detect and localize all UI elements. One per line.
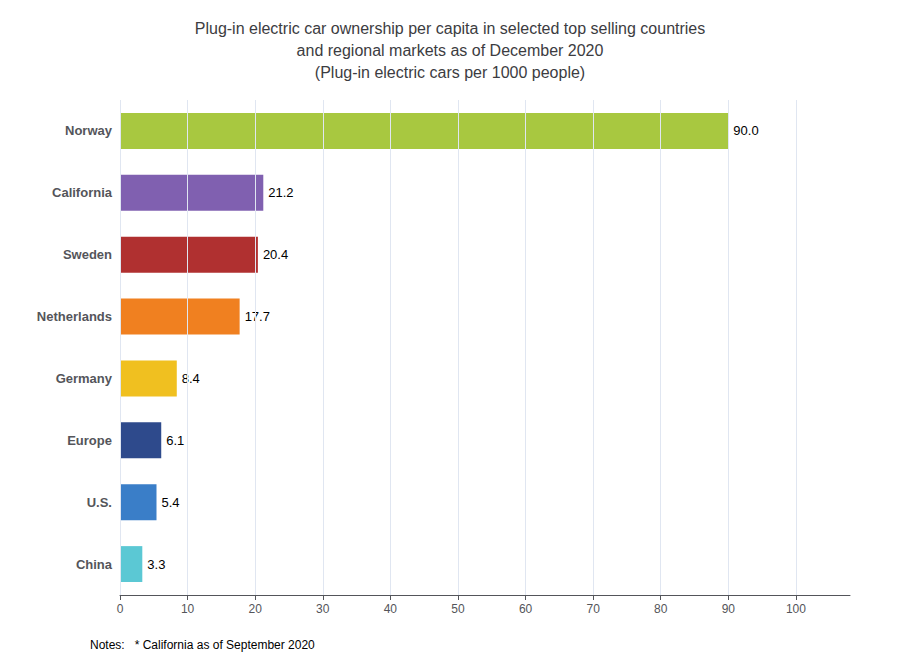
svg-text:Europe: Europe (67, 433, 112, 448)
svg-text:3.3: 3.3 (147, 557, 165, 572)
svg-text:10: 10 (181, 602, 195, 616)
svg-text:and regional markets as of Dec: and regional markets as of December 2020 (297, 42, 604, 59)
svg-text:Sweden: Sweden (63, 247, 112, 262)
svg-text:Netherlands: Netherlands (37, 309, 112, 324)
svg-text:30: 30 (316, 602, 330, 616)
svg-text:21.2: 21.2 (268, 185, 293, 200)
svg-text:40: 40 (384, 602, 398, 616)
svg-text:20.4: 20.4 (263, 247, 288, 262)
svg-text:8.4: 8.4 (182, 371, 200, 386)
svg-text:(Plug-in electric cars per 100: (Plug-in electric cars per 1000 people) (315, 64, 585, 81)
svg-text:50: 50 (451, 602, 465, 616)
svg-text:70: 70 (586, 602, 600, 616)
svg-text:5.4: 5.4 (162, 495, 180, 510)
svg-text:China: China (76, 557, 113, 572)
svg-text:U.S.: U.S. (87, 495, 112, 510)
svg-text:Germany: Germany (56, 371, 113, 386)
svg-text:0: 0 (117, 602, 124, 616)
svg-text:6.1: 6.1 (166, 433, 184, 448)
svg-text:100: 100 (786, 602, 806, 616)
svg-text:90: 90 (722, 602, 736, 616)
svg-text:20: 20 (249, 602, 263, 616)
svg-text:Notes: * California as of Se: Notes: * California as of September 2020 (90, 638, 315, 652)
svg-text:Plug-in electric car ownership: Plug-in electric car ownership per capit… (195, 20, 705, 37)
svg-text:17.7: 17.7 (245, 309, 270, 324)
svg-text:California: California (52, 185, 113, 200)
svg-text:60: 60 (519, 602, 533, 616)
svg-text:Norway: Norway (65, 123, 113, 138)
svg-text:80: 80 (654, 602, 668, 616)
svg-text:90.0: 90.0 (733, 123, 758, 138)
